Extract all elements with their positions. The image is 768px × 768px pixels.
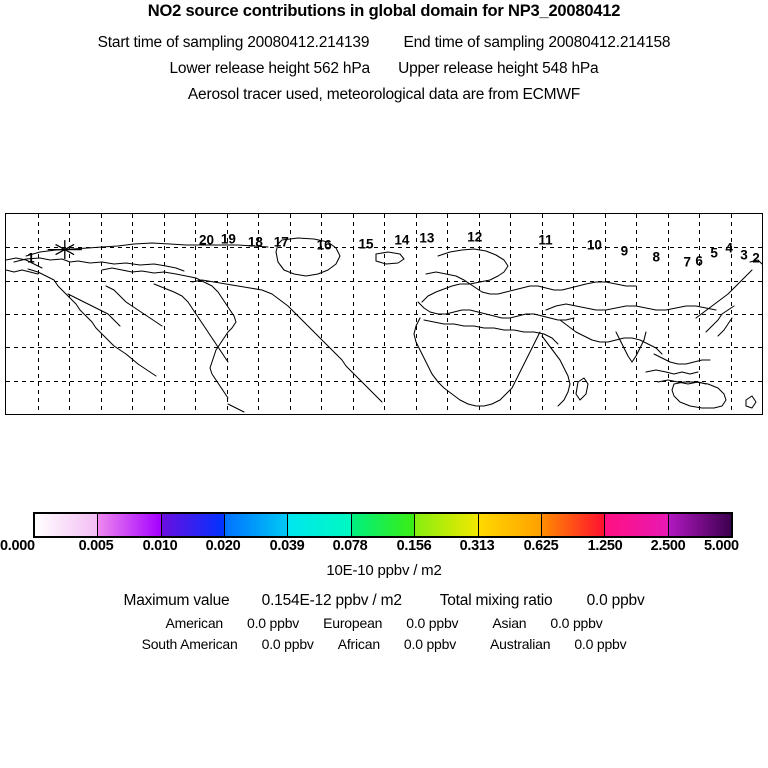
region-name: European: [323, 615, 383, 631]
trajectory-label: 13: [419, 231, 435, 246]
map-gridlines: [6, 214, 762, 414]
colorbar-segment-2: [161, 514, 226, 536]
global-domain-map: 1 20 19 18 17 16 15 14 13 12 11 10 9 8 7 6 5 4 3 2: [5, 213, 763, 415]
trajectory-label: 15: [359, 237, 375, 252]
lower-release-label: Lower release height: [169, 60, 310, 77]
colorbar-segment-9: [605, 514, 669, 536]
region-row: American 0.0 ppbv European 0.0 ppbv Asian 0.0…: [0, 615, 768, 631]
colorbar-tick-label: 0.010: [142, 538, 178, 554]
start-time-value: 20080412.214139: [247, 34, 370, 51]
trajectory-label: 10: [587, 238, 602, 253]
trajectory-label: 7: [683, 254, 691, 269]
colorbar-segment-1: [98, 514, 162, 536]
summary-footer: Maximum value 0.154E-12 ppbv / m2 Total …: [0, 592, 768, 652]
trajectory-label: 3: [740, 248, 748, 263]
start-time-label: Start time of sampling: [97, 34, 244, 51]
trajectory-label: 6: [695, 253, 703, 268]
region-value: 0.0 ppbv: [261, 636, 314, 652]
trajectory-label: 1: [27, 251, 35, 266]
colorbar-tick-label: 0.020: [205, 538, 241, 554]
region-name: African: [337, 636, 380, 652]
region-name: Australian: [490, 636, 551, 652]
colorbar-tick-label: 1.250: [587, 538, 623, 554]
region-value: 0.0 ppbv: [247, 615, 300, 631]
region-name: Asian: [492, 615, 527, 631]
trajectory-label: 18: [248, 235, 264, 250]
sampling-time-line: Start time of sampling 20080412.214139 E…: [0, 34, 768, 52]
region-name: South American: [141, 636, 238, 652]
colorbar-segment-4: [288, 514, 352, 536]
colorbar-tick-label: 0.625: [523, 538, 559, 554]
colorbar-tick-label: 2.500: [650, 538, 686, 554]
trajectory-label: 5: [710, 246, 718, 261]
colorbar-segment-10: [668, 514, 731, 536]
colorbar-tick-label: 5.000: [704, 538, 739, 554]
trajectory-label: 11: [538, 233, 553, 248]
colorbar-tick-label: 0.313: [459, 538, 495, 554]
colorbar-segment-0: [35, 514, 99, 536]
trajectory-label: 19: [221, 232, 236, 247]
coastlines: [6, 237, 762, 413]
colorbar-segment-3: [225, 514, 289, 536]
trajectory-label: 17: [274, 235, 289, 250]
region-row: South American 0.0 ppbv African 0.0 ppbv Aus…: [0, 636, 768, 652]
maximum-value-label: Maximum value: [123, 592, 230, 609]
colorbar-tick-label: 0.000: [0, 538, 35, 554]
lower-release-value: 562 hPa: [313, 60, 371, 77]
colorbar-segment-5: [351, 514, 416, 536]
colorbar-tick-labels: 0.000 0.005 0.010 0.020 0.039 0.078 0.156 0.313…: [0, 538, 768, 556]
colorbar-unit-label: 10E-10 ppbv / m2: [326, 562, 442, 579]
region-name: American: [165, 615, 223, 631]
map-canvas: 1 20 19 18 17 16 15 14 13 12 11 10 9 8 7 6 5 4 3 2: [6, 214, 762, 414]
trajectory-label: 16: [317, 238, 333, 253]
colorbar: [33, 512, 733, 538]
colorbar-tick-label: 0.078: [332, 538, 368, 554]
trajectory-labels: 1 20 19 18 17 16 15 14 13 12 11 10 9 8 7 65 4 3 2: [27, 230, 760, 270]
end-time-label: End time of sampling: [403, 34, 545, 51]
colorbar-tick-label: 0.156: [396, 538, 432, 554]
colorbar-tick-label: 0.039: [269, 538, 305, 554]
region-value: 0.0 ppbv: [403, 636, 457, 652]
trajectory-label: 20: [199, 233, 214, 248]
total-mixing-ratio-label: Total mixing ratio: [439, 592, 553, 609]
page-title: NO2 source contributions in global domai…: [147, 2, 621, 20]
region-value: 0.0 ppbv: [574, 636, 627, 652]
trajectory-label: 9: [621, 244, 629, 259]
region-value: 0.0 ppbv: [550, 615, 603, 631]
total-mixing-ratio-value: 0.0 ppbv: [586, 592, 645, 609]
trajectory-label: 14: [394, 233, 410, 248]
upper-release-label: Upper release height: [398, 60, 539, 77]
region-value: 0.0 ppbv: [406, 615, 459, 631]
release-height-line: Lower release height 562 hPa Upper relea…: [0, 60, 768, 78]
colorbar-segment-7: [478, 514, 542, 536]
map-svg: 1 20 19 18 17 16 15 14 13 12 11 10 9 8 7 65 4 3 2: [6, 214, 762, 414]
maximum-value-row: Maximum value 0.154E-12 ppbv / m2 Total …: [0, 592, 768, 610]
end-time-value: 20080412.214158: [548, 34, 671, 51]
trajectory-label: 12: [467, 230, 482, 245]
starburst-ray: [55, 244, 75, 256]
colorbar-tick-label: 0.005: [78, 538, 114, 554]
trajectory-label: 4: [725, 241, 733, 256]
release-point-marker: [47, 240, 82, 259]
trajectory-label: 8: [653, 250, 661, 265]
tracer-note: Aerosol tracer used, meteorological data…: [187, 86, 581, 103]
maximum-value-value: 0.154E-12 ppbv / m2: [261, 592, 402, 609]
colorbar-segment-8: [541, 514, 606, 536]
upper-release-value: 548 hPa: [542, 60, 599, 77]
trajectory-label: 2: [752, 251, 760, 266]
colorbar-segment-6: [415, 514, 479, 536]
